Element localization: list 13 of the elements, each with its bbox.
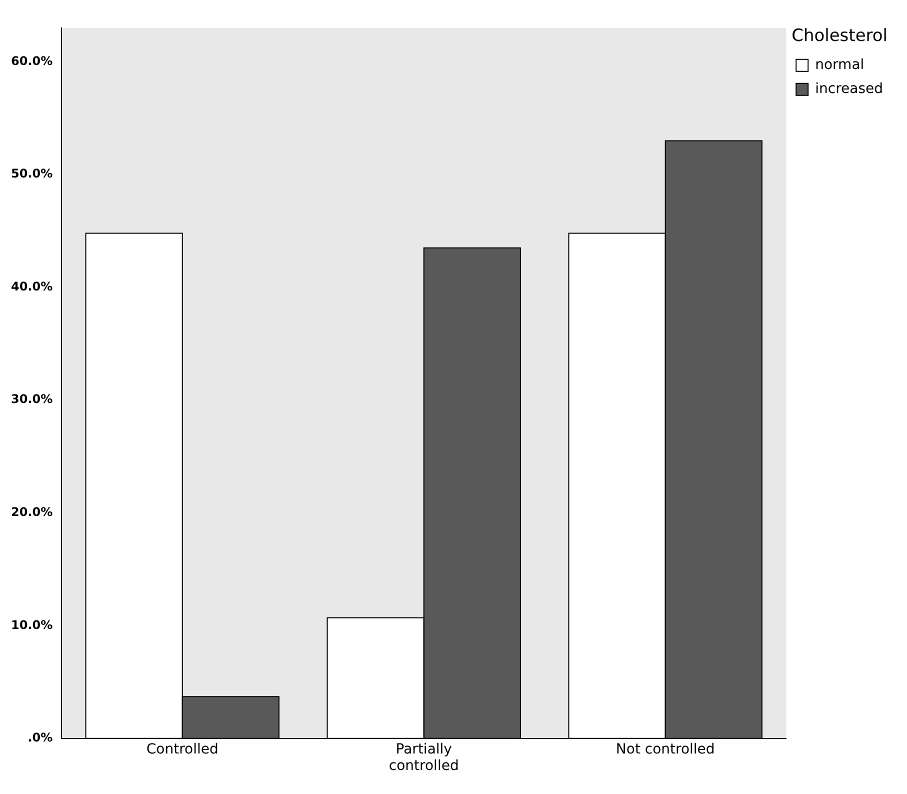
y-tick-label: 40.0% [10, 279, 53, 294]
x-tick-label: Partially controlled [388, 741, 459, 774]
y-tick-label: 10.0% [10, 618, 53, 632]
y-tick-label: .0% [28, 730, 53, 745]
legend-label: normal [815, 57, 864, 74]
y-tick-label: 30.0% [10, 392, 53, 406]
y-tick-label: 50.0% [10, 166, 53, 181]
y-tick-label: 20.0% [10, 505, 53, 519]
y-tick-label: 60.0% [10, 54, 53, 68]
legend-label: increased [815, 81, 884, 98]
legend-title: Cholesterol [792, 26, 888, 46]
x-tick-label: Not controlled [616, 741, 715, 758]
x-tick-label: Controlled [146, 741, 218, 758]
